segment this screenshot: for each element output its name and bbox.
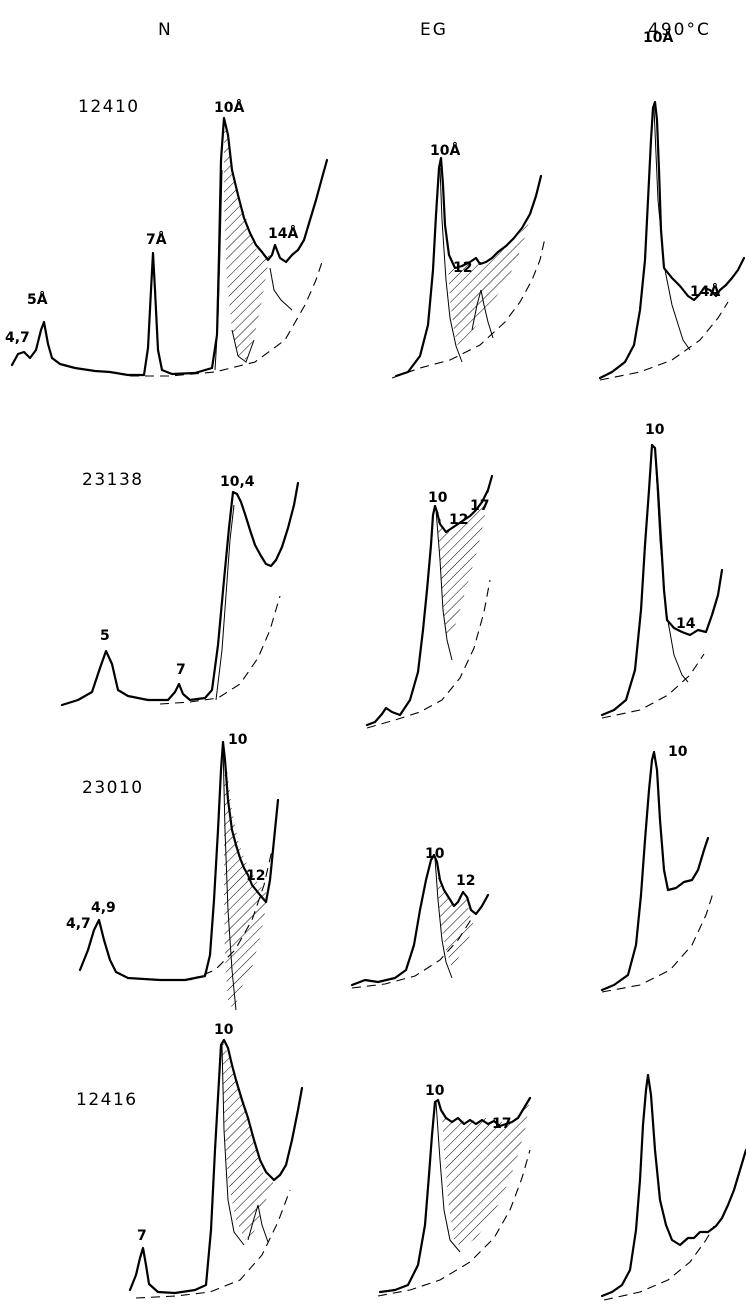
peak-label: 10,4 bbox=[220, 474, 255, 490]
peak-label: 4,7 bbox=[5, 330, 30, 346]
peak-label: 10 bbox=[668, 744, 688, 760]
panel-23010-eg: 10 12 bbox=[350, 846, 490, 989]
peak-label: 14Å bbox=[268, 225, 298, 242]
peak-label: 12 bbox=[453, 260, 472, 276]
panel-23010-n: 4,7 4,9 10 12 bbox=[66, 732, 280, 1012]
peak-label: 4,7 bbox=[66, 916, 91, 932]
panel-23138-eg: 10 12 17 bbox=[365, 474, 494, 729]
sample-label-23138: 23138 bbox=[82, 470, 144, 490]
peak-label: 14 bbox=[676, 616, 696, 632]
peak-label: 10Å bbox=[214, 99, 244, 116]
panel-12416-eg: 10 17 bbox=[377, 1083, 532, 1297]
peak-label: 10Å bbox=[430, 142, 460, 159]
panel-12416-n: 7 10 bbox=[128, 1022, 304, 1299]
sample-label-12416: 12416 bbox=[76, 1090, 138, 1110]
peak-label: 5Å bbox=[27, 291, 48, 308]
peak-label: 12 bbox=[246, 868, 265, 884]
column-header-n: N bbox=[158, 20, 173, 40]
panel-12410-eg: 10Å 12 bbox=[391, 142, 546, 379]
peak-label: 4,9 bbox=[91, 900, 116, 916]
panel-23138-490c: 10 14 bbox=[600, 422, 724, 719]
panel-12410-490c: 10Å 14Å bbox=[598, 29, 746, 381]
column-header-heated: 490°C bbox=[648, 20, 711, 40]
peak-label: 7Å bbox=[146, 231, 167, 248]
peak-label: 14Å bbox=[690, 283, 720, 300]
peak-label: 10Å bbox=[643, 29, 673, 46]
panel-12410-n: 4,7 5Å 7Å 10Å 14Å bbox=[5, 99, 329, 377]
peak-label: 17 bbox=[492, 1116, 511, 1132]
sample-label-23010: 23010 bbox=[82, 778, 144, 798]
peak-label: 7 bbox=[137, 1228, 147, 1244]
peak-label: 12 bbox=[456, 873, 475, 889]
peak-label: 10 bbox=[214, 1022, 234, 1038]
panel-12416-490c bbox=[600, 1073, 746, 1301]
column-header-eg: EG bbox=[420, 20, 448, 40]
peak-label: 10 bbox=[228, 732, 248, 748]
peak-label: 7 bbox=[176, 662, 186, 678]
peak-label: 10 bbox=[425, 846, 445, 862]
peak-label: 5 bbox=[100, 628, 110, 644]
peak-label: 10 bbox=[428, 490, 448, 506]
peak-label: 10 bbox=[645, 422, 665, 438]
sample-label-12410: 12410 bbox=[78, 97, 140, 117]
peak-label: 12 bbox=[449, 512, 468, 528]
peak-label: 10 bbox=[425, 1083, 445, 1099]
peak-label: 17 bbox=[470, 498, 489, 514]
panel-23138-n: 5 7 10,4 bbox=[60, 474, 300, 707]
panel-23010-490c: 10 bbox=[600, 744, 715, 993]
